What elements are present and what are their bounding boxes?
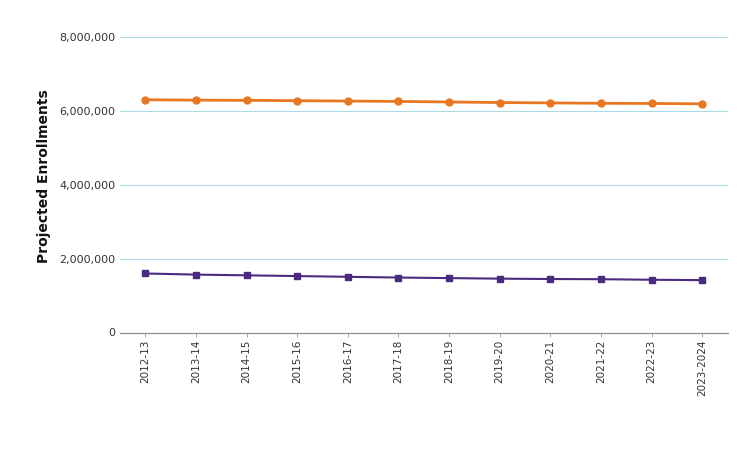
California <box>292 98 302 104</box>
Line: Los Angeles County: Los Angeles County <box>142 271 705 283</box>
Los Angeles County <box>141 271 150 276</box>
California <box>596 100 605 106</box>
Los Angeles County <box>445 275 454 281</box>
Los Angeles County <box>242 273 251 278</box>
Y-axis label: Projected Enrollments: Projected Enrollments <box>37 89 51 263</box>
California <box>546 100 555 106</box>
California <box>698 101 706 107</box>
Los Angeles County <box>191 272 200 277</box>
Los Angeles County <box>596 276 605 282</box>
California <box>394 99 403 104</box>
California <box>445 99 454 105</box>
Los Angeles County <box>546 276 555 282</box>
California <box>495 100 504 105</box>
California <box>141 97 150 103</box>
California <box>344 98 352 104</box>
California <box>191 97 200 103</box>
Los Angeles County <box>394 275 403 280</box>
Los Angeles County <box>647 277 656 283</box>
Los Angeles County <box>344 274 352 280</box>
Los Angeles County <box>495 276 504 282</box>
Los Angeles County <box>698 277 706 283</box>
Line: California: California <box>142 96 706 107</box>
California <box>647 101 656 106</box>
Los Angeles County <box>292 273 302 279</box>
California <box>242 97 251 103</box>
